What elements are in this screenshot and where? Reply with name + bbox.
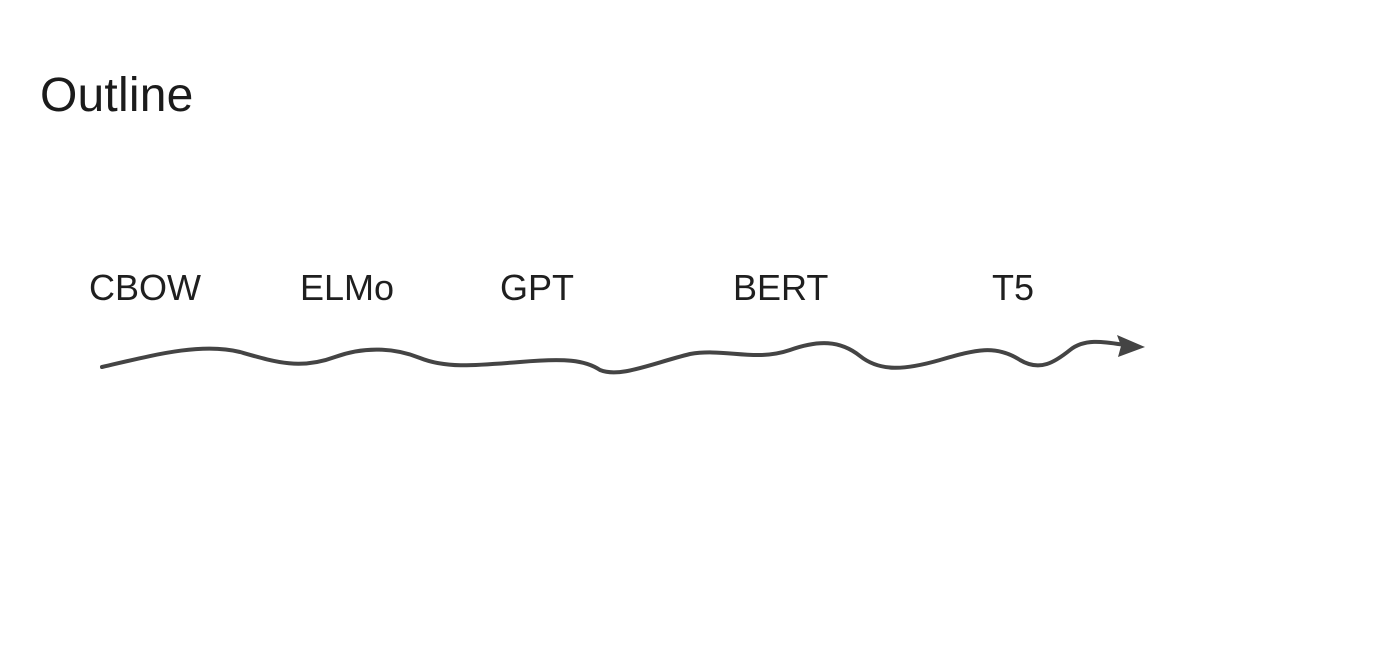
timeline-wavy-line — [100, 339, 1127, 375]
timeline-label-cbow: CBOW — [89, 267, 201, 308]
arrowhead-icon — [1117, 335, 1145, 357]
timeline-label-gpt: GPT — [500, 267, 575, 308]
timeline-label-elmo: ELMo — [300, 267, 395, 308]
timeline-label-bert: BERT — [733, 267, 829, 308]
page-title: Outline — [40, 69, 194, 122]
timeline-label-t5: T5 — [992, 267, 1035, 308]
